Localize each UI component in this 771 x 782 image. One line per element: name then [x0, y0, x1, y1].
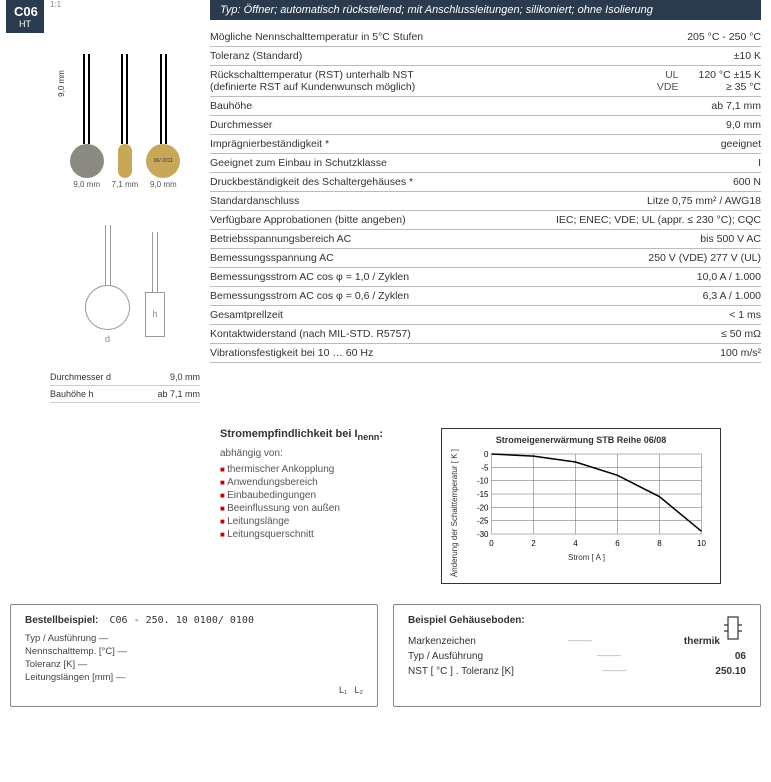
product-badge: C06 HT — [6, 0, 44, 33]
svg-text:-30: -30 — [477, 530, 489, 539]
svg-text:-5: -5 — [481, 463, 489, 472]
svg-text:10: 10 — [697, 539, 706, 548]
type-header: Typ: Öffner; automatisch rückstellend; m… — [210, 0, 761, 20]
chart-xlabel: Strom [ A ] — [459, 553, 714, 562]
svg-text:-10: -10 — [477, 477, 489, 486]
spec-row: Imprägnierbeständigkeit *geeignet — [210, 135, 761, 154]
spec-row: Durchmesser9,0 mm — [210, 116, 761, 135]
dim-2: 7,1 mm — [112, 180, 139, 189]
sensitivity-item: Einbaubedingungen — [220, 489, 421, 502]
chart-title: Stromeigenerwärmung STB Reihe 06/08 — [448, 435, 714, 445]
spec-row: Betriebsspannungsbereich ACbis 500 V AC — [210, 230, 761, 249]
spec-table: Mögliche Nennschalttemperatur in 5°C Stu… — [210, 28, 761, 363]
dimension-table: Durchmesser d9,0 mm Bauhöhe hab 7,1 mm — [50, 369, 200, 403]
thermik-logo-icon — [720, 615, 746, 641]
svg-text:2: 2 — [531, 539, 536, 548]
spec-row: Verfügbare Approbationen (bitte angeben)… — [210, 211, 761, 230]
chart-ylabel: Änderung der Schalttemperatur [ K ] — [448, 449, 459, 577]
sensitivity-item: thermischer Ankopplung — [220, 463, 421, 476]
product-image: 9,0 mm 9,0 mm 7,1 mm 06/ 2011 9,0 mm — [50, 9, 200, 189]
order-title: Bestellbeispiel: — [25, 615, 98, 626]
spec-row: Kontaktwiderstand (nach MIL-STD. R5757)≤… — [210, 325, 761, 344]
spec-row: Bemessungsspannung AC250 V (VDE) 277 V (… — [210, 249, 761, 268]
sensitivity-title: Stromempfindlichkeit bei Inenn: — [220, 428, 421, 442]
spec-row: Bemessungsstrom AC cos φ = 0,6 / Zyklen6… — [210, 287, 761, 306]
badge-sub: HT — [14, 19, 36, 29]
order-tree: Typ / Ausführung —Nennschalttemp. [°C] —… — [25, 632, 363, 696]
order-tree-item: Nennschalttemp. [°C] — — [25, 645, 363, 658]
svg-text:6: 6 — [615, 539, 620, 548]
chart: Stromeigenerwärmung STB Reihe 06/08 Ände… — [441, 428, 721, 584]
spec-row: StandardanschlussLitze 0,75 mm² / AWG18 — [210, 192, 761, 211]
order-tree-item: Toleranz [K] — — [25, 658, 363, 671]
spec-row: Bauhöheab 7,1 mm — [210, 97, 761, 116]
spec-row: Rückschalttemperatur (RST) unterhalb NST… — [210, 66, 761, 97]
housing-row: Typ / Ausführung———06 — [408, 649, 746, 664]
sensitivity-item: Leitungsquerschnitt — [220, 528, 421, 541]
housing-title: Beispiel Gehäuseboden: — [408, 615, 746, 626]
spec-row: Mögliche Nennschalttemperatur in 5°C Stu… — [210, 28, 761, 47]
sensitivity-item: Anwendungsbereich — [220, 476, 421, 489]
sensitivity-item: Leitungslänge — [220, 515, 421, 528]
svg-text:-15: -15 — [477, 490, 489, 499]
spec-row: Vibrationsfestigkeit bei 10 … 60 Hz100 m… — [210, 344, 761, 363]
spec-row: Bemessungsstrom AC cos φ = 1,0 / Zyklen1… — [210, 268, 761, 287]
spec-row: Druckbeständigkeit des Schaltergehäuses … — [210, 173, 761, 192]
housing-rows: Markenzeichen———thermikTyp / Ausführung—… — [408, 634, 746, 679]
chart-svg: 0 2 4 6 8 10 0 -5 -10 -15 -20 -25 -30 — [459, 449, 714, 549]
vertical-dim: 9,0 mm — [57, 70, 66, 97]
dim-3: 9,0 mm — [150, 180, 177, 189]
housing-example-box: Beispiel Gehäuseboden: Markenzeichen———t… — [393, 604, 761, 707]
sensitivity-item: Beeinflussung von außen — [220, 502, 421, 515]
housing-row: NST [ °C ] . Toleranz [K]———250.10 — [408, 664, 746, 679]
order-tree-item: Typ / Ausführung — — [25, 632, 363, 645]
spec-row: Geeignet zum Einbau in SchutzklasseI — [210, 154, 761, 173]
spec-row: Gesamtprellzeit< 1 ms — [210, 306, 761, 325]
svg-text:4: 4 — [573, 539, 578, 548]
dim-1: 9,0 mm — [73, 180, 100, 189]
order-code: C06 - 250. 10 0100/ 0100 — [109, 615, 254, 626]
scale-label: 1:1 — [50, 0, 200, 9]
sensitivity-dep: abhängig von: — [220, 448, 421, 459]
svg-text:-20: -20 — [477, 503, 489, 512]
housing-row: Markenzeichen———thermik — [408, 634, 720, 649]
svg-text:0: 0 — [484, 450, 489, 459]
sensitivity-block: Stromempfindlichkeit bei Inenn: abhängig… — [220, 428, 421, 584]
badge-code: C06 — [14, 4, 36, 19]
svg-text:-25: -25 — [477, 517, 489, 526]
order-example-box: Bestellbeispiel: C06 - 250. 10 0100/ 010… — [10, 604, 378, 707]
spec-row: Toleranz (Standard)±10 K — [210, 47, 761, 66]
svg-text:8: 8 — [657, 539, 662, 548]
sensitivity-list: thermischer AnkopplungAnwendungsbereichE… — [220, 463, 421, 541]
order-tree-item: Leitungslängen [mm] — — [25, 671, 363, 684]
svg-text:0: 0 — [489, 539, 494, 548]
technical-drawing: d h — [50, 209, 200, 359]
